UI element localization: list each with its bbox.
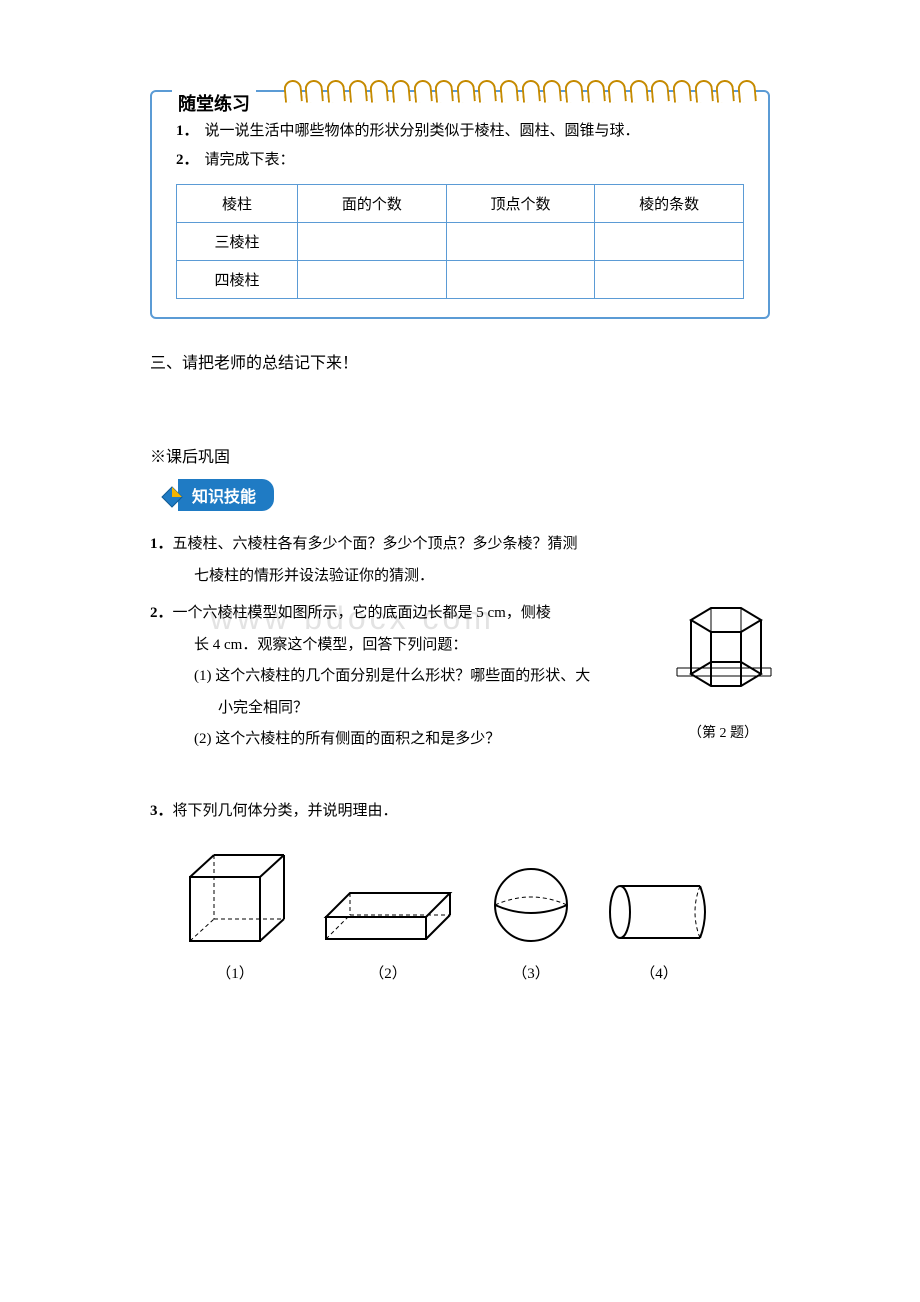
th-prism: 棱柱 bbox=[177, 185, 298, 223]
p2-sub1b: 小完全相同？ bbox=[150, 693, 650, 725]
shape-cube: （1） bbox=[180, 847, 290, 983]
q2-num: 2． bbox=[176, 152, 199, 168]
practice-label: 随堂练习 bbox=[172, 90, 256, 116]
shape-label-4: （4） bbox=[604, 962, 714, 983]
problem-2: （第 2 题） 2．一个六棱柱模型如图所示，它的底面边长都是 5 cm，侧棱 长… bbox=[150, 598, 770, 756]
cell: 三棱柱 bbox=[177, 223, 298, 261]
q2-text: 请完成下表： bbox=[205, 152, 295, 168]
skill-badge-text: 知识技能 bbox=[178, 479, 274, 511]
cell: 四棱柱 bbox=[177, 261, 298, 299]
table-row: 四棱柱 bbox=[177, 261, 744, 299]
practice-q2: 2． 请完成下表： bbox=[176, 147, 744, 174]
p1-line2: 七棱柱的情形并设法验证你的猜测． bbox=[150, 561, 770, 593]
p1-line1: 五棱柱、六棱柱各有多少个面？多少个顶点？多少条棱？猜测 bbox=[173, 536, 578, 552]
section-3-title: 三、请把老师的总结记下来！ bbox=[150, 349, 770, 373]
th-edges: 棱的条数 bbox=[595, 185, 744, 223]
cell bbox=[298, 261, 447, 299]
shape-label-3: （3） bbox=[486, 962, 576, 983]
shape-sphere: （3） bbox=[486, 863, 576, 983]
p3-text: 将下列几何体分类，并说明理由． bbox=[173, 803, 398, 819]
practice-box: 随堂练习 1． 说一说生活中哪些物体的形状分别类似于棱柱、圆柱、圆锥与球． 2． 请… bbox=[150, 90, 770, 319]
hex-prism-figure: （第 2 题） bbox=[668, 602, 778, 748]
th-faces: 面的个数 bbox=[298, 185, 447, 223]
spiral-binding bbox=[282, 80, 758, 104]
q1-num: 1． bbox=[176, 123, 199, 139]
p1-num: 1． bbox=[150, 536, 173, 552]
cell bbox=[446, 223, 595, 261]
problem-1: 1．五棱柱、六棱柱各有多少个面？多少个顶点？多少条棱？猜测 七棱柱的情形并设法验… bbox=[150, 529, 770, 592]
shape-label-1: （1） bbox=[180, 962, 290, 983]
cell bbox=[595, 261, 744, 299]
cell bbox=[446, 261, 595, 299]
problem-3: 3．将下列几何体分类，并说明理由． bbox=[150, 796, 770, 828]
shapes-row: （1） （2） （3） bbox=[180, 847, 770, 983]
shape-cuboid: （2） bbox=[318, 877, 458, 983]
p2-num: 2． bbox=[150, 605, 173, 621]
th-vertices: 顶点个数 bbox=[446, 185, 595, 223]
shape-cylinder: （4） bbox=[604, 877, 714, 983]
practice-q1: 1． 说一说生活中哪些物体的形状分别类似于棱柱、圆柱、圆锥与球． bbox=[176, 118, 744, 145]
p2-sub2: (2) 这个六棱柱的所有侧面的面积之和是多少？ bbox=[150, 724, 650, 756]
diamond-icon bbox=[160, 485, 180, 505]
p2-line1: 一个六棱柱模型如图所示，它的底面边长都是 5 cm，侧棱 bbox=[173, 605, 551, 621]
p2-line2: 长 4 cm．观察这个模型，回答下列问题： bbox=[150, 630, 650, 662]
q1-text: 说一说生活中哪些物体的形状分别类似于棱柱、圆柱、圆锥与球． bbox=[205, 123, 640, 139]
cell bbox=[595, 223, 744, 261]
skill-badge: 知识技能 bbox=[160, 479, 770, 511]
table-header-row: 棱柱 面的个数 顶点个数 棱的条数 bbox=[177, 185, 744, 223]
shape-label-2: （2） bbox=[318, 962, 458, 983]
prism-table: 棱柱 面的个数 顶点个数 棱的条数 三棱柱 四棱柱 bbox=[176, 184, 744, 299]
p2-sub1: (1) 这个六棱柱的几个面分别是什么形状？哪些面的形状、大 bbox=[150, 661, 650, 693]
p2-caption: （第 2 题） bbox=[668, 719, 778, 748]
review-title: ※课后巩固 bbox=[150, 443, 770, 467]
cell bbox=[298, 223, 447, 261]
table-row: 三棱柱 bbox=[177, 223, 744, 261]
p3-num: 3． bbox=[150, 803, 173, 819]
